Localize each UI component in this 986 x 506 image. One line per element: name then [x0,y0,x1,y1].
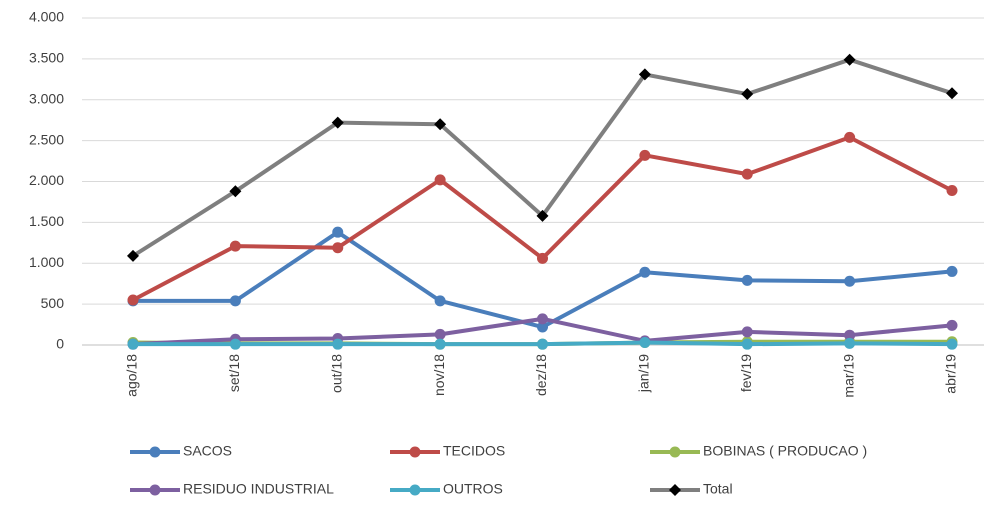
point-marker [332,338,344,350]
point-marker [844,337,856,349]
legend-entry: RESIDUO INDUSTRIAL [130,481,334,497]
legend-marker [669,484,681,496]
point-marker [229,185,242,198]
point-marker [638,68,651,81]
x-tick-label: fev/19 [738,354,754,392]
point-marker [127,294,139,306]
legend-entry: SACOS [130,443,232,459]
y-tick-label: 3.500 [29,50,64,66]
point-marker [946,184,958,196]
legend-label: SACOS [183,443,232,459]
point-marker [946,87,958,100]
point-marker [229,240,241,252]
y-tick-label: 1.000 [29,254,64,270]
point-marker [844,131,856,143]
legend-marker [409,446,421,458]
point-marker [537,321,548,333]
point-marker [741,338,753,350]
point-marker [741,168,753,180]
point-marker [434,118,447,131]
point-marker [537,338,548,350]
x-tick-label: ago/18 [124,354,140,397]
legend-label: OUTROS [443,481,503,497]
y-tick-label: 1.500 [29,213,64,229]
point-marker [434,338,446,350]
legend-marker [669,446,681,458]
x-tick-label: dez/18 [533,354,549,396]
point-marker [332,242,344,254]
point-marker [639,266,651,278]
point-marker [536,209,549,222]
point-marker [434,295,446,307]
point-marker [946,338,958,350]
x-tick-label: set/18 [226,354,242,392]
legend-label: RESIDUO INDUSTRIAL [183,481,334,497]
point-marker [843,53,856,66]
legend-label: Total [703,481,733,497]
x-tick-label: out/18 [328,354,344,393]
x-tick-label: mar/19 [840,354,856,398]
point-marker [229,338,241,350]
series [127,131,958,306]
x-tick-label: jan/19 [636,354,652,393]
point-marker [639,337,651,349]
y-tick-label: 4.000 [29,9,64,25]
legend-marker [149,484,161,496]
point-marker [332,226,344,238]
legend-entry: TECIDOS [390,443,505,459]
legend-entry: Total [650,481,733,497]
point-marker [434,174,446,186]
point-marker [844,329,856,341]
point-marker [741,88,754,101]
legend-label: TECIDOS [443,443,505,459]
legend-marker [409,484,421,496]
point-marker [537,252,548,264]
legend-marker [149,446,161,458]
y-tick-label: 3.000 [29,90,64,106]
point-marker [741,274,753,286]
y-tick-label: 2.500 [29,131,64,147]
y-tick-label: 500 [41,295,65,311]
x-tick-label: abr/19 [943,354,959,394]
legend-entry: BOBINAS ( PRODUCAO ) [650,443,867,459]
point-marker [844,275,856,287]
point-marker [434,328,446,340]
x-tick-label: nov/18 [431,354,447,396]
series-line [131,57,953,258]
series [127,53,958,262]
point-marker [331,116,344,129]
point-marker [537,313,548,325]
series [127,337,958,350]
point-marker [946,265,958,277]
point-marker [127,338,139,350]
y-tick-label: 2.000 [29,172,64,188]
point-marker [127,249,139,262]
point-marker [946,319,958,331]
point-marker [741,326,753,338]
y-tick-label: 0 [56,336,64,352]
point-marker [229,295,241,307]
legend-entry: OUTROS [390,481,503,497]
point-marker [639,149,651,161]
legend-label: BOBINAS ( PRODUCAO ) [703,443,867,459]
